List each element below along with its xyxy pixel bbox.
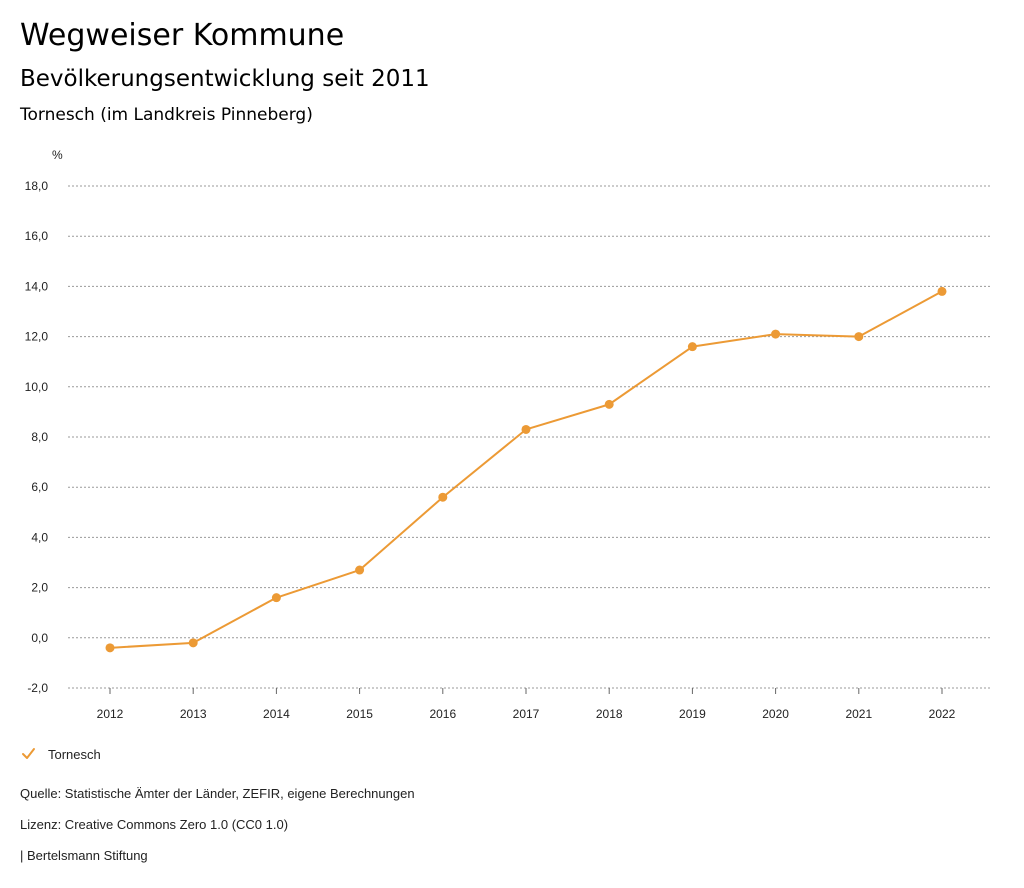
y-tick-label: 4,0 xyxy=(31,530,48,544)
data-point xyxy=(521,424,531,434)
region-label: Tornesch (im Landkreis Pinneberg) xyxy=(20,105,313,125)
data-point xyxy=(771,329,781,339)
y-tick-label: 18,0 xyxy=(25,179,49,193)
x-tick-label: 2021 xyxy=(845,707,872,721)
x-tick-label: 2022 xyxy=(929,707,956,721)
source-note: Quelle: Statistische Ämter der Länder, Z… xyxy=(20,786,415,801)
data-point xyxy=(271,593,281,603)
x-tick-label: 2013 xyxy=(180,707,207,721)
data-point xyxy=(687,342,697,352)
y-tick-label: 6,0 xyxy=(31,480,48,494)
y-tick-label: 8,0 xyxy=(31,430,48,444)
y-tick-label: 10,0 xyxy=(25,380,49,394)
x-tick-label: 2020 xyxy=(762,707,789,721)
y-tick-label: 12,0 xyxy=(25,330,49,344)
y-tick-label: 16,0 xyxy=(25,229,49,243)
line-chart: % -2,0 0,0 2,0 4,0 6,0 8,0 10,0 12,0 14,0 16,0 18,0… xyxy=(25,148,991,721)
data-point xyxy=(355,565,365,575)
x-tick-label: 2018 xyxy=(596,707,623,721)
x-tick-label: 2014 xyxy=(263,707,290,721)
legend-label: Tornesch xyxy=(48,746,101,762)
data-point xyxy=(937,286,947,296)
x-tick-label: 2015 xyxy=(346,707,373,721)
chart-subtitle: Bevölkerungsentwicklung seit 2011 xyxy=(20,66,430,92)
y-tick-label: 0,0 xyxy=(31,631,48,645)
x-tick-label: 2017 xyxy=(513,707,540,721)
data-point xyxy=(105,643,115,653)
x-tick-label: 2016 xyxy=(429,707,456,721)
x-tick-label: 2012 xyxy=(97,707,124,721)
license-note: Lizenz: Creative Commons Zero 1.0 (CC0 1… xyxy=(20,817,289,832)
page-title: Wegweiser Kommune xyxy=(20,18,345,53)
y-tick-label: -2,0 xyxy=(27,681,48,695)
data-point xyxy=(188,638,198,648)
y-tick-label: 14,0 xyxy=(25,279,49,293)
data-point xyxy=(604,399,614,409)
y-axis-unit: % xyxy=(52,148,63,162)
data-point xyxy=(854,332,864,342)
series-line-tornesch xyxy=(109,290,943,649)
x-tick-label: 2019 xyxy=(679,707,706,721)
legend-item-tornesch[interactable]: Tornesch xyxy=(20,744,101,764)
publisher-note: | Bertelsmann Stiftung xyxy=(20,848,148,863)
data-point xyxy=(438,492,448,502)
y-tick-label: 2,0 xyxy=(31,581,48,595)
check-icon xyxy=(22,748,35,759)
